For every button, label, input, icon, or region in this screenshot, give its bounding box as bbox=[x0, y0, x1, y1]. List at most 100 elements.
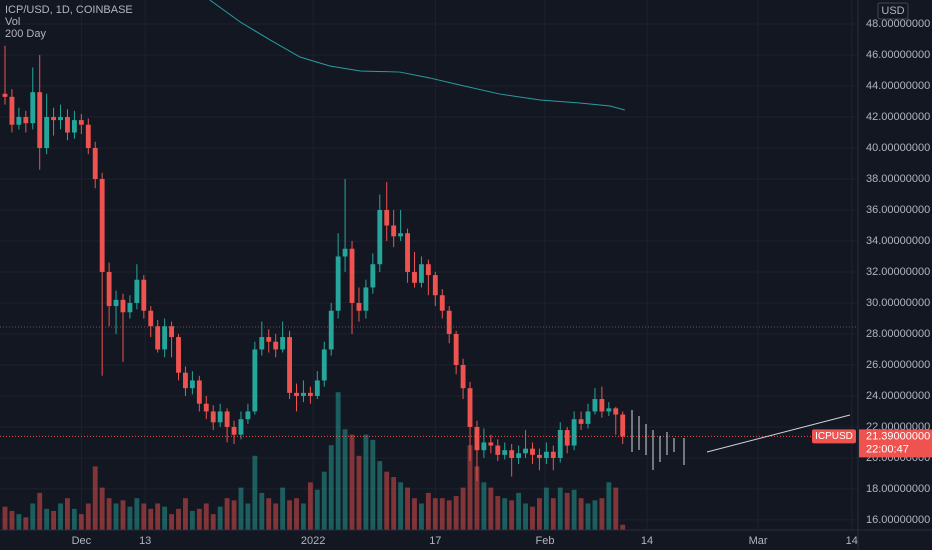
y-tick-label: 26.00000000 bbox=[866, 359, 930, 371]
volume-bar bbox=[155, 503, 161, 530]
candle-body bbox=[564, 430, 570, 446]
candle-body bbox=[432, 275, 438, 296]
volume-bar bbox=[543, 487, 549, 530]
volume-bar bbox=[606, 482, 612, 530]
volume-bar bbox=[502, 498, 508, 530]
y-tick-label: 30.00000000 bbox=[866, 297, 930, 309]
volume-bar bbox=[273, 503, 279, 530]
candle-body bbox=[509, 450, 515, 458]
currency[interactable]: USD bbox=[881, 5, 904, 17]
candle-body bbox=[16, 117, 22, 125]
y-tick-label: 48.00000000 bbox=[866, 18, 930, 30]
volume-bar bbox=[245, 503, 251, 530]
candle-body bbox=[550, 451, 556, 458]
candle-body bbox=[606, 408, 612, 412]
candle-body bbox=[342, 248, 348, 257]
volume-bar bbox=[189, 510, 195, 530]
volume-bar bbox=[439, 498, 445, 530]
volume-bar bbox=[2, 506, 8, 530]
candle-body bbox=[217, 411, 223, 423]
volume-bar bbox=[564, 492, 570, 530]
candle-body bbox=[349, 248, 355, 303]
candle-body bbox=[259, 337, 265, 350]
volume-bar bbox=[530, 506, 535, 530]
candle-body bbox=[557, 430, 563, 458]
volume-bar bbox=[71, 508, 77, 530]
volume-bar bbox=[127, 506, 133, 530]
candle-body bbox=[391, 225, 397, 237]
candle-body bbox=[58, 117, 63, 121]
volume-bar bbox=[78, 514, 84, 530]
candle-body bbox=[252, 349, 258, 412]
volume-bar bbox=[620, 524, 626, 530]
volume-bar bbox=[571, 489, 577, 530]
candle-body bbox=[203, 403, 209, 412]
volume-pane bbox=[2, 392, 626, 530]
candle-body bbox=[613, 408, 619, 415]
plot bbox=[0, 0, 858, 482]
y-tick-label: 46.00000000 bbox=[866, 49, 930, 61]
volume-bar bbox=[432, 498, 438, 530]
candle-body bbox=[99, 178, 105, 272]
volume-bar bbox=[550, 498, 556, 530]
candle-body bbox=[176, 337, 181, 373]
volume-bar bbox=[266, 498, 272, 530]
candle-body bbox=[307, 392, 313, 396]
x-tick-label: Feb bbox=[535, 535, 554, 547]
candle-body bbox=[495, 445, 501, 455]
volume-bar bbox=[516, 492, 522, 530]
candle-body bbox=[78, 120, 84, 125]
countdown: 22:00:47 bbox=[866, 443, 909, 455]
volume-bar bbox=[363, 434, 369, 530]
volume-bar bbox=[328, 445, 334, 530]
candle-body bbox=[571, 419, 577, 446]
candle-body bbox=[210, 411, 216, 423]
volume-bar bbox=[523, 503, 528, 530]
candle-body bbox=[183, 372, 188, 389]
volume-bar bbox=[51, 510, 57, 530]
candle-body bbox=[189, 380, 195, 389]
y-tick-label: 40.00000000 bbox=[866, 142, 930, 154]
volume-bar bbox=[370, 439, 376, 530]
candle-body bbox=[370, 264, 376, 288]
y-tick-label: 38.00000000 bbox=[866, 173, 930, 185]
candle-body bbox=[9, 96, 15, 125]
volume-bar bbox=[259, 492, 265, 530]
projection bbox=[631, 410, 851, 470]
volume-bar bbox=[99, 487, 105, 530]
volume-bar bbox=[44, 508, 50, 530]
candle-body bbox=[585, 411, 591, 424]
volume-bar bbox=[196, 508, 202, 530]
y-tick-label: 34.00000000 bbox=[866, 235, 930, 247]
candle-body bbox=[120, 299, 126, 313]
candle-body bbox=[578, 419, 584, 424]
volume-bar bbox=[287, 500, 292, 530]
last-price-box bbox=[859, 429, 932, 458]
candle-body bbox=[2, 93, 8, 97]
candle-body bbox=[301, 392, 306, 396]
volume-bar bbox=[481, 482, 487, 530]
candle-body bbox=[467, 388, 473, 427]
candle-body bbox=[294, 392, 299, 396]
volume-bar bbox=[37, 492, 43, 530]
volume-bar bbox=[453, 496, 459, 530]
volume-bar bbox=[280, 487, 286, 530]
volume-bar bbox=[557, 487, 563, 530]
candle-body bbox=[536, 454, 542, 458]
symbol-tag: ICPUSD bbox=[815, 431, 853, 442]
candle-body bbox=[620, 414, 626, 437]
currency-box[interactable] bbox=[877, 2, 909, 20]
y-tick-label: 28.00000000 bbox=[866, 328, 930, 340]
volume-bar bbox=[85, 503, 91, 530]
y-tick-label: 42.00000000 bbox=[866, 111, 930, 123]
volume-bar bbox=[141, 503, 147, 530]
candle-body bbox=[592, 399, 598, 412]
candle-body bbox=[314, 380, 320, 396]
volume-bar bbox=[58, 503, 63, 530]
candle-body bbox=[169, 326, 175, 338]
candle-body bbox=[266, 337, 272, 342]
volume-bar bbox=[252, 455, 258, 530]
volume-bar bbox=[183, 498, 188, 530]
candle-body bbox=[85, 124, 91, 148]
